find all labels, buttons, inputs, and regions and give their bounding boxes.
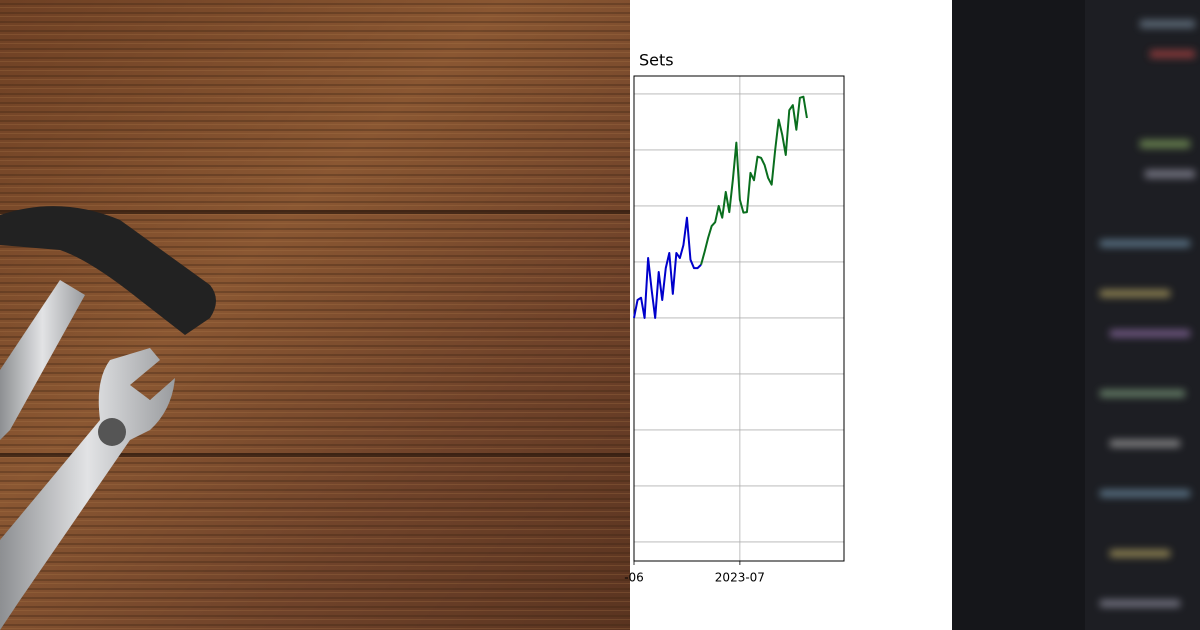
x-tick-label: 2023-07: [715, 571, 765, 585]
chart-title: Sets: [639, 51, 674, 70]
wood-photo: [0, 0, 630, 630]
chart: Sets -06 2023-07: [624, 51, 845, 585]
x-tick-label: -06: [624, 571, 644, 585]
plot-frame: [633, 75, 845, 562]
code-screen: [952, 0, 1200, 630]
data-line: [633, 216, 702, 319]
chart-panel: [630, 0, 952, 630]
data-line: [700, 95, 808, 266]
